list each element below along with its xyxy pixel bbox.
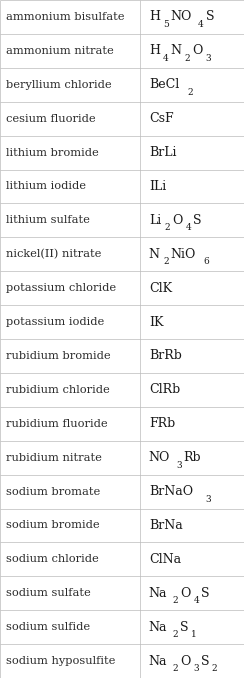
- Text: S: S: [193, 214, 201, 227]
- Text: 2: 2: [165, 223, 170, 233]
- Text: Na: Na: [149, 654, 167, 668]
- Text: sodium hyposulfite: sodium hyposulfite: [6, 656, 115, 666]
- Text: O: O: [180, 586, 190, 600]
- Text: ClK: ClK: [149, 281, 172, 295]
- Text: 5: 5: [163, 20, 169, 29]
- Text: cesium fluoride: cesium fluoride: [6, 114, 96, 123]
- Text: S: S: [180, 620, 188, 634]
- Text: NO: NO: [171, 10, 192, 24]
- Text: BrLi: BrLi: [149, 146, 176, 159]
- Text: lithium bromide: lithium bromide: [6, 148, 99, 157]
- Text: sodium sulfide: sodium sulfide: [6, 622, 90, 632]
- Text: sodium sulfate: sodium sulfate: [6, 589, 91, 598]
- Text: potassium chloride: potassium chloride: [6, 283, 116, 293]
- Text: ammonium bisulfate: ammonium bisulfate: [6, 12, 125, 22]
- Text: N: N: [171, 44, 182, 58]
- Text: ClNa: ClNa: [149, 553, 181, 566]
- Text: 3: 3: [206, 494, 211, 504]
- Text: sodium bromide: sodium bromide: [6, 521, 100, 530]
- Text: O: O: [180, 654, 190, 668]
- Text: IK: IK: [149, 315, 163, 329]
- Text: 6: 6: [203, 257, 209, 266]
- Text: S: S: [206, 10, 214, 24]
- Text: NO: NO: [149, 451, 170, 464]
- Text: BeCl: BeCl: [149, 78, 179, 92]
- Text: BrRb: BrRb: [149, 349, 182, 363]
- Text: ClRb: ClRb: [149, 383, 180, 397]
- Text: 4: 4: [198, 20, 204, 29]
- Text: BrNaO: BrNaO: [149, 485, 193, 498]
- Text: lithium iodide: lithium iodide: [6, 182, 86, 191]
- Text: sodium chloride: sodium chloride: [6, 555, 99, 564]
- Text: rubidium bromide: rubidium bromide: [6, 351, 111, 361]
- Text: N: N: [149, 247, 160, 261]
- Text: ammonium nitrate: ammonium nitrate: [6, 46, 114, 56]
- Text: rubidium nitrate: rubidium nitrate: [6, 453, 102, 462]
- Text: 2: 2: [173, 664, 178, 673]
- Text: 1: 1: [191, 630, 197, 639]
- Text: rubidium chloride: rubidium chloride: [6, 385, 110, 395]
- Text: FRb: FRb: [149, 417, 175, 431]
- Text: 3: 3: [176, 460, 182, 470]
- Text: 4: 4: [193, 596, 199, 605]
- Text: 2: 2: [212, 664, 217, 673]
- Text: 3: 3: [193, 664, 199, 673]
- Text: S: S: [201, 586, 209, 600]
- Text: nickel(II) nitrate: nickel(II) nitrate: [6, 249, 102, 260]
- Text: 2: 2: [173, 596, 178, 605]
- Text: beryllium chloride: beryllium chloride: [6, 80, 112, 89]
- Text: Rb: Rb: [184, 451, 201, 464]
- Text: O: O: [172, 214, 182, 227]
- Text: NiO: NiO: [170, 247, 196, 261]
- Text: S: S: [201, 654, 209, 668]
- Text: CsF: CsF: [149, 112, 173, 125]
- Text: rubidium fluoride: rubidium fluoride: [6, 419, 108, 428]
- Text: BrNa: BrNa: [149, 519, 183, 532]
- Text: sodium bromate: sodium bromate: [6, 487, 100, 496]
- Text: Li: Li: [149, 214, 161, 227]
- Text: 2: 2: [188, 87, 193, 97]
- Text: potassium iodide: potassium iodide: [6, 317, 104, 327]
- Text: H: H: [149, 44, 160, 58]
- Text: 3: 3: [205, 54, 211, 63]
- Text: ILi: ILi: [149, 180, 166, 193]
- Text: H: H: [149, 10, 160, 24]
- Text: O: O: [192, 44, 202, 58]
- Text: Na: Na: [149, 620, 167, 634]
- Text: lithium sulfate: lithium sulfate: [6, 216, 90, 225]
- Text: 4: 4: [185, 223, 191, 233]
- Text: 2: 2: [173, 630, 178, 639]
- Text: 2: 2: [163, 257, 169, 266]
- Text: 2: 2: [185, 54, 190, 63]
- Text: 4: 4: [163, 54, 169, 63]
- Text: Na: Na: [149, 586, 167, 600]
